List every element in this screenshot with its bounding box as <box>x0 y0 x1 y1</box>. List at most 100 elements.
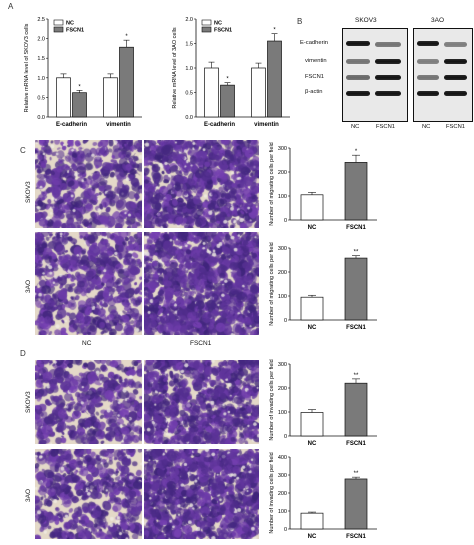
band-skov3-nc-fscn1 <box>346 75 370 80</box>
band-3ao-fscn1-ecad <box>444 42 467 47</box>
bar <box>344 257 368 321</box>
y-tick-label: 1.0 <box>37 76 45 82</box>
x-tick-label: E-cadherin <box>204 122 235 128</box>
bar <box>56 77 71 118</box>
y-tick-label: 2.0 <box>37 37 45 43</box>
panel-letter-c: C <box>20 146 26 155</box>
y-tick-label: 200 <box>278 491 287 497</box>
band-skov3-fscn1-fscn1 <box>375 75 401 80</box>
x-tick-label: NC <box>308 225 317 231</box>
y-tick-label: 0.5 <box>185 91 193 97</box>
blot-label-vimentin: vimentin <box>305 58 327 64</box>
band-3ao-nc-ecad <box>417 41 439 46</box>
panel-letter-a: A <box>8 2 14 11</box>
band-3ao-fscn1-vim <box>444 59 467 64</box>
significance-mark: ** <box>354 471 359 477</box>
y-tick-label: 0.0 <box>185 115 193 121</box>
y-tick-label: 1.5 <box>185 42 193 48</box>
row-label-3ao-invasion: 3AO <box>25 488 32 502</box>
band-3ao-fscn1-fscn1 <box>444 75 467 80</box>
band-skov3-nc-actin <box>346 91 370 96</box>
x-tick-label: NC <box>308 441 317 447</box>
legend-label: NC <box>214 21 222 27</box>
y-axis-label: Number of migrating cells per field <box>269 142 275 225</box>
col-label-fscn1: FSCN1 <box>190 340 212 347</box>
y-tick-label: 300 <box>278 362 287 368</box>
band-skov3-fscn1-vim <box>375 59 401 64</box>
y-tick-label: 1.5 <box>37 56 45 62</box>
bar <box>300 194 324 221</box>
band-skov3-nc-vim <box>346 59 370 64</box>
legend-swatch <box>201 19 212 26</box>
micrograph-invasion-skov3-fscn1 <box>144 360 259 444</box>
lane-label-skov3-nc: NC <box>351 124 360 130</box>
y-tick-label: 300 <box>278 246 287 252</box>
y-tick-label: 200 <box>278 170 287 176</box>
y-tick-label: 400 <box>278 455 287 461</box>
y-axis-label: Relative mRNA level of 3AO cells <box>172 27 178 109</box>
row-label-3ao-migration: 3AO <box>25 279 32 293</box>
y-tick-label: 0 <box>284 527 287 533</box>
micrograph-invasion-skov3-nc <box>35 360 142 444</box>
micrograph-invasion-3ao-nc <box>35 449 142 539</box>
bar <box>119 46 134 118</box>
bar <box>300 296 324 321</box>
significance-mark: * <box>125 34 128 40</box>
legend-label: FSCN1 <box>66 28 84 34</box>
y-tick-label: 0.5 <box>37 95 45 101</box>
bar <box>344 478 368 530</box>
y-tick-label: 300 <box>278 146 287 152</box>
x-tick-label: E-cadherin <box>56 122 87 128</box>
y-tick-label: 200 <box>278 386 287 392</box>
x-tick-label: NC <box>308 325 317 331</box>
y-axis-label: Relative mRNA level of SKOV3 cells <box>24 23 30 112</box>
legend-label: FSCN1 <box>214 28 232 34</box>
micrograph-invasion-3ao-fscn1 <box>144 449 259 539</box>
blot-label-e-cadherin: E-cadherin <box>300 40 329 46</box>
bar <box>344 382 368 437</box>
chart-skov3-mrna: 0.0 0.5 1.0 1.5 2.0 2.5 Relative mRNA level of… <box>24 17 142 128</box>
micrograph-migration-skov3-fscn1 <box>144 140 259 228</box>
bar <box>72 92 87 118</box>
y-tick-label: 0 <box>284 318 287 324</box>
blot-label-fscn1: FSCN1 <box>305 74 325 80</box>
lane-label-3ao-fscn1: FSCN1 <box>446 124 466 130</box>
y-axis-label: Number of invading cells per field <box>269 452 275 533</box>
y-axis-label: Number of migrating cells per field <box>269 242 275 325</box>
legend-swatch <box>53 19 64 26</box>
micrograph-migration-3ao-fscn1 <box>144 232 259 335</box>
x-tick-label: FSCN1 <box>346 534 366 540</box>
significance-mark: * <box>273 28 276 34</box>
significance-mark: ** <box>354 373 359 379</box>
blot-label-beta-actin: β-actin <box>305 89 323 95</box>
bar <box>267 40 282 118</box>
bar <box>220 84 235 118</box>
bar <box>344 162 368 221</box>
y-tick-label: 100 <box>278 294 287 300</box>
blot-title-skov3: SKOV3 <box>355 17 377 24</box>
blot-title-3ao: 3AO <box>431 17 445 24</box>
lane-label-skov3-fscn1: FSCN1 <box>376 124 396 130</box>
x-tick-label: FSCN1 <box>346 441 366 447</box>
micrograph-migration-3ao-nc <box>35 232 142 335</box>
chart-3ao-mrna: 0.0 0.5 1.0 1.5 2.0 Relative mRNA level of 3A… <box>172 17 290 128</box>
significance-mark: ** <box>354 250 359 256</box>
significance-mark: * <box>226 77 229 83</box>
x-tick-label: NC <box>308 534 317 540</box>
band-3ao-fscn1-actin <box>444 91 467 96</box>
legend-swatch <box>53 26 64 33</box>
y-tick-label: 2.5 <box>37 17 45 23</box>
bar <box>300 412 324 437</box>
y-tick-label: 100 <box>278 194 287 200</box>
y-tick-label: 100 <box>278 410 287 416</box>
lane-label-3ao-nc: NC <box>422 124 431 130</box>
x-tick-label: FSCN1 <box>346 325 366 331</box>
y-tick-label: 0.0 <box>37 115 45 121</box>
legend-label: NC <box>66 21 74 27</box>
legend-swatch <box>201 26 212 33</box>
band-skov3-nc-ecad <box>346 41 370 46</box>
